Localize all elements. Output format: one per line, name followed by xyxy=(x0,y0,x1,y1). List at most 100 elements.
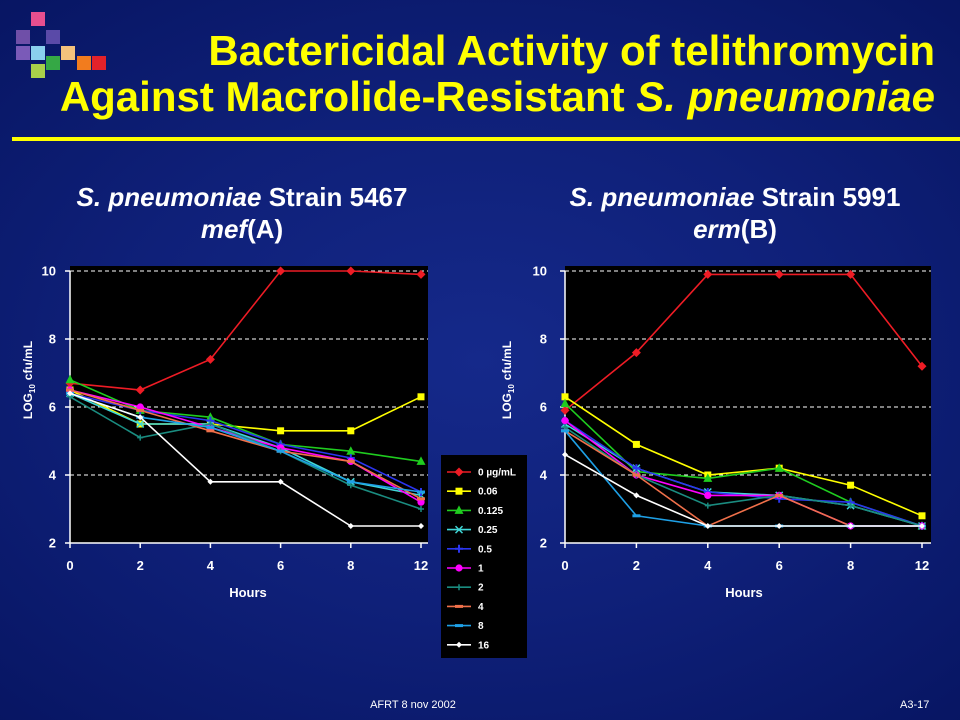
legend-box xyxy=(441,455,527,658)
legend-entry-2: 2 xyxy=(447,583,484,594)
chart-2-title: S. pneumoniae Strain 5991 erm(B) xyxy=(545,181,925,245)
y-tick-label: 2 xyxy=(540,536,547,551)
point-0.5-h2 xyxy=(632,464,641,473)
point-0.06-h8 xyxy=(847,481,855,489)
point-16-h8 xyxy=(347,523,354,529)
chart-2-strain: Strain 5991 xyxy=(761,182,901,212)
point-8-h4 xyxy=(206,425,215,429)
point-4-h2 xyxy=(136,408,145,412)
x-axis-label: Hours xyxy=(725,585,763,600)
x-tick-label: 4 xyxy=(704,558,712,573)
point-0.125-h8 xyxy=(346,446,356,455)
series-0 xyxy=(560,269,927,415)
legend-label: 0.06 xyxy=(478,487,498,498)
x-tick-label: 8 xyxy=(847,558,854,573)
chart-2-gene-suffix: (B) xyxy=(740,214,777,244)
point-2-h2 xyxy=(137,434,144,441)
plot-area xyxy=(70,266,428,543)
point-16-h6 xyxy=(776,523,783,529)
x-tick-label: 0 xyxy=(561,558,568,573)
y-axis-label-subscript: 10 xyxy=(507,384,516,393)
series-0.125-line xyxy=(69,379,422,463)
legend-entry-0.125: 0.125 xyxy=(447,505,503,517)
decor-square xyxy=(61,46,75,60)
chart-2-title-line: S. pneumoniae Strain 5991 xyxy=(545,181,925,213)
chart-2-gene: erm xyxy=(693,214,741,244)
point-0.125-h0 xyxy=(65,374,75,384)
point-2-h8 xyxy=(847,502,854,509)
series-0.06-line xyxy=(564,396,923,517)
legend-label: 8 xyxy=(478,621,484,632)
point-4-h12 xyxy=(417,497,425,501)
y-axis-label: LOG10 cfu/mL xyxy=(500,341,516,419)
legend-entry-8: 8 xyxy=(447,621,484,632)
point-0-h2 xyxy=(135,385,145,395)
x-tick-label: 2 xyxy=(137,558,144,573)
legend-marker xyxy=(455,487,463,495)
point-0-h4 xyxy=(205,354,215,364)
title-organism: S. pneumoniae xyxy=(636,73,935,120)
point-8-h0 xyxy=(561,429,569,433)
point-0.06-h2 xyxy=(632,440,640,448)
y-axis-label-text: LOG xyxy=(500,393,514,419)
series-4-line xyxy=(69,389,422,500)
x-tick-label: 12 xyxy=(414,558,428,573)
y-tick-label: 10 xyxy=(42,264,56,279)
decor-square xyxy=(16,30,30,44)
y-tick-label: 4 xyxy=(540,468,548,483)
point-0.06-h12 xyxy=(918,512,926,520)
series-0 xyxy=(65,266,426,395)
point-8-h2 xyxy=(632,514,641,518)
point-1-h0 xyxy=(561,417,569,425)
point-8-h12 xyxy=(417,490,425,494)
point-16-h4 xyxy=(207,478,214,485)
point-16-h0 xyxy=(562,451,568,458)
y-tick-label: 6 xyxy=(49,400,56,415)
legend-marker xyxy=(455,564,463,572)
slide-number: A3-17 xyxy=(900,699,930,711)
title-line-2: Against Macrolide-Resistant S. pneumonia… xyxy=(60,74,935,120)
y-axis-label-subscript: 10 xyxy=(28,384,37,393)
series-0-line xyxy=(69,270,422,391)
x-tick-label: 4 xyxy=(207,558,215,573)
point-0-h6 xyxy=(774,269,784,279)
series-0-line xyxy=(564,273,923,412)
legend-label: 0 µg/mL xyxy=(478,468,516,479)
footer-date: AFRT 8 nov 2002 xyxy=(370,699,456,711)
chart-1-gene-suffix: (A) xyxy=(247,214,284,244)
point-0.125-h12 xyxy=(416,456,426,465)
title-divider xyxy=(12,137,960,141)
chart-1-organism: S. pneumoniae xyxy=(76,182,262,212)
point-0.125-h0 xyxy=(560,398,570,408)
series-16 xyxy=(67,390,424,529)
chart-1-subtitle: mef(A) xyxy=(52,213,432,245)
legend-marker xyxy=(456,641,462,648)
x-tick-label: 6 xyxy=(776,558,783,573)
point-0.25-h2 xyxy=(136,419,145,429)
x-tick-label: 0 xyxy=(66,558,73,573)
point-0-h8 xyxy=(346,266,356,276)
point-16-h2 xyxy=(633,492,640,499)
decor-square xyxy=(46,30,60,44)
decorative-squares xyxy=(0,0,120,90)
point-0-h12 xyxy=(416,269,426,279)
decor-square xyxy=(31,46,45,60)
point-16-h4 xyxy=(704,523,711,529)
y-tick-label: 2 xyxy=(49,536,56,551)
decor-square xyxy=(92,56,106,70)
x-tick-label: 12 xyxy=(915,558,929,573)
point-0.06-h6 xyxy=(277,427,285,435)
legend-label: 0.25 xyxy=(478,525,498,536)
legend-label: 4 xyxy=(478,602,484,613)
x-tick-label: 8 xyxy=(347,558,354,573)
chart-1-gene: mef xyxy=(200,214,248,244)
legend-entry-0: 0 µg/mL xyxy=(447,467,516,479)
point-0.06-h8 xyxy=(347,427,355,435)
x-tick-label: 6 xyxy=(277,558,284,573)
decor-square xyxy=(77,56,91,70)
series-2-line xyxy=(69,396,422,510)
series-16-line xyxy=(69,392,421,527)
point-4-h2 xyxy=(632,473,641,477)
plot-area xyxy=(565,266,931,543)
